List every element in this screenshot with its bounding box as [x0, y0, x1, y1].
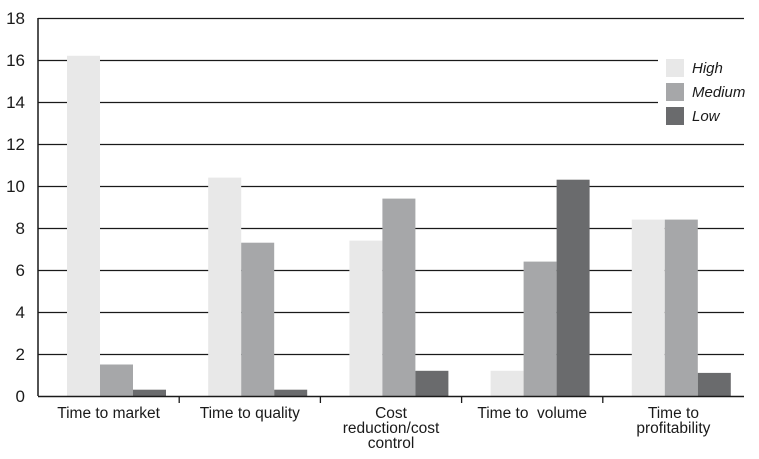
bar-high [490, 370, 524, 396]
y-tick-label: 4 [16, 303, 25, 322]
y-axis-tick-labels: 0 2 4 6 8 10 12 14 16 18 [6, 9, 25, 406]
legend-label-medium: Medium [692, 84, 745, 101]
bar-low [697, 372, 731, 396]
y-tick-label: 18 [6, 9, 25, 28]
legend-swatch-high [666, 59, 684, 77]
legend-label-high: High [692, 60, 723, 77]
bar-low [133, 389, 166, 396]
y-tick-label: 8 [16, 219, 25, 238]
bar-low [415, 370, 449, 396]
bar-low [274, 389, 308, 396]
legend-label-low: Low [692, 108, 721, 125]
category-label-line: Time to [648, 405, 699, 422]
axes [37, 18, 744, 403]
bar-medium [664, 219, 698, 396]
legend-swatch-medium [666, 83, 684, 101]
x-axis-category-labels: Time to market Time to quality Cost reducti… [57, 405, 710, 452]
bar-high [208, 177, 242, 396]
gridlines [38, 17, 744, 356]
category-label-line: reduction/cost [343, 420, 440, 437]
bars [67, 55, 731, 397]
y-tick-label: 0 [16, 387, 25, 406]
category-label: Time to quality [200, 405, 300, 422]
bar-high [631, 219, 665, 396]
bar-medium [382, 198, 416, 396]
category-label: Cost reduction/cost control [343, 405, 440, 452]
legend-swatch-low [666, 107, 684, 125]
category-label: Time to market [57, 405, 160, 422]
category-label-line: Cost [375, 405, 408, 422]
bar-high [67, 55, 100, 397]
bar-high [349, 240, 383, 396]
category-label-line: Time to quality [200, 405, 300, 422]
y-tick-label: 6 [16, 261, 25, 280]
category-label-line: Time to market [57, 405, 160, 422]
category-label: Time to volume [477, 405, 587, 422]
legend: High Medium Low [658, 51, 745, 135]
y-tick-label: 12 [6, 135, 25, 154]
y-tick-label: 14 [6, 93, 25, 112]
category-label-line: control [368, 435, 415, 452]
category-label-line: profitability [636, 420, 710, 437]
y-tick-label: 16 [6, 51, 25, 70]
category-label: Time to profitability [636, 405, 710, 437]
bar-medium [100, 364, 133, 396]
y-tick-label: 2 [16, 345, 25, 364]
bar-medium [241, 242, 275, 396]
y-tick-label: 10 [6, 177, 25, 196]
bar-medium [523, 261, 557, 396]
category-label-line: Time to volume [477, 405, 587, 422]
bar-low [556, 179, 590, 396]
